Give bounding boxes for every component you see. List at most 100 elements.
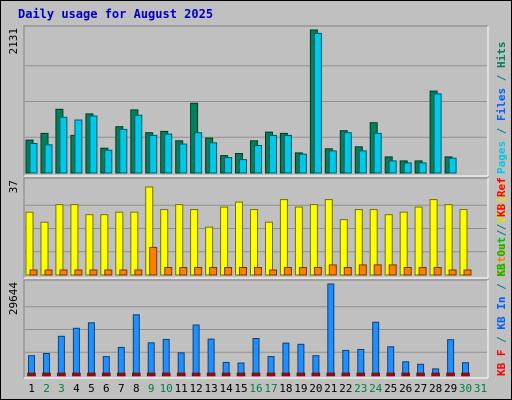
legend-item: /	[495, 330, 508, 350]
legend-item: KB In	[495, 297, 508, 330]
bar-kbf-day-12	[191, 372, 201, 377]
legend-kb: KB F / KB In / KB Out / KB Ref	[495, 177, 508, 376]
bar-kb-kbin-day-6	[102, 356, 110, 376]
bar-hits-files-pages-pages-day-10	[164, 133, 173, 174]
bar-hits-files-pages-pages-day-25	[388, 160, 397, 174]
panel-kb	[23, 279, 489, 379]
bar-kb-kbin-day-22	[342, 349, 350, 376]
bar-hits-files-pages-pages-day-28	[433, 93, 442, 174]
legend-item: Pages	[495, 141, 508, 174]
bar-hits-files-pages-pages-day-6	[104, 149, 113, 174]
day-label-25: 25	[384, 382, 397, 395]
bar-visits-sites-sites-day-2	[44, 269, 53, 276]
bar-hits-files-pages-pages-day-2	[44, 144, 53, 174]
day-label-28: 28	[429, 382, 442, 395]
bar-kbf-day-30	[461, 372, 470, 377]
bar-visits-sites-sites-day-21	[328, 264, 337, 276]
bar-kb-kbin-day-12	[192, 324, 200, 376]
bar-kbf-day-23	[356, 372, 366, 377]
bar-visits-sites-sites-day-29	[448, 269, 457, 276]
bar-visits-sites-visits-day-16	[250, 209, 258, 276]
bar-hits-files-pages-pages-day-15	[239, 159, 247, 174]
bar-visits-sites-sites-day-1	[29, 269, 38, 276]
bar-visits-sites-visits-day-21	[324, 199, 333, 276]
bar-kb-kbin-day-5	[87, 322, 95, 376]
bar-kbf-day-15	[236, 372, 246, 377]
bar-visits-sites-sites-day-25	[388, 264, 397, 276]
bar-visits-sites-visits-day-26	[399, 211, 408, 276]
bar-visits-sites-visits-day-27	[414, 206, 423, 276]
bar-kbf-day-24	[371, 372, 380, 377]
bar-visits-sites-visits-day-19	[294, 206, 303, 276]
day-label-4: 4	[73, 382, 80, 395]
bar-hits-files-pages-pages-day-8	[134, 114, 143, 174]
bar-visits-sites-visits-day-22	[339, 219, 348, 276]
legend-item: /	[495, 121, 508, 141]
day-label-10: 10	[160, 382, 173, 395]
bar-visits-sites-visits-day-1	[25, 211, 34, 276]
day-label-8: 8	[133, 382, 140, 395]
bar-visits-sites-sites-day-14	[224, 267, 233, 276]
bar-kbf-day-26	[401, 372, 410, 377]
bar-visits-sites-sites-day-16	[254, 267, 262, 276]
bar-visits-sites-visits-day-18	[279, 199, 288, 276]
legend-item: KB F	[495, 350, 508, 377]
bar-hits-files-pages-pages-day-17	[269, 134, 277, 174]
bar-visits-sites-sites-day-20	[313, 267, 322, 276]
bar-visits-sites-sites-day-6	[104, 269, 113, 276]
bar-hits-files-pages-pages-day-3	[59, 116, 68, 174]
bar-hits-files-pages-pages-day-19	[298, 153, 307, 174]
bar-kb-kbin-day-21	[327, 283, 335, 376]
bar-hits-files-pages-pages-day-9	[149, 134, 158, 174]
day-label-24: 24	[369, 382, 383, 395]
bar-kbf-day-19	[296, 372, 306, 377]
bar-visits-sites-sites-day-11	[179, 267, 188, 276]
day-label-2: 2	[43, 382, 50, 395]
bar-kbf-day-28	[431, 372, 440, 377]
bar-kb-kbin-day-4	[72, 327, 80, 376]
legend-item: KB Ref	[495, 177, 508, 217]
bar-visits-sites-sites-day-18	[283, 267, 292, 276]
bar-hits-files-pages-pages-day-21	[328, 150, 337, 174]
bar-hits-files-pages-pages-day-13	[209, 142, 218, 174]
bar-visits-sites-visits-day-17	[265, 221, 273, 276]
day-label-23: 23	[354, 382, 367, 395]
bar-kbf-day-9	[146, 372, 156, 377]
day-label-12: 12	[189, 382, 202, 395]
day-label-27: 27	[414, 382, 427, 395]
day-label-29: 29	[444, 382, 457, 395]
bar-kbf-day-22	[341, 372, 351, 377]
bar-visits-sites-visits-day-6	[100, 214, 109, 276]
chart-title: Daily usage for August 2025	[18, 7, 213, 21]
bar-visits-sites-sites-day-5	[89, 269, 98, 276]
day-label-30: 30	[459, 382, 472, 395]
bar-visits-sites-sites-day-9	[149, 246, 158, 276]
bar-visits-sites-sites-day-30	[463, 269, 472, 276]
bar-kbf-day-5	[87, 372, 96, 377]
bar-kbf-day-3	[57, 372, 66, 377]
max-label-kb: 29644	[7, 282, 20, 315]
bar-hits-files-pages-pages-day-12	[194, 132, 203, 174]
day-label-17: 17	[264, 382, 277, 395]
day-label-9: 9	[148, 382, 155, 395]
legend-item: Files	[495, 88, 508, 121]
bar-visits-sites-sites-day-19	[298, 267, 307, 276]
bar-kbf-day-8	[132, 372, 141, 377]
bar-visits-sites-sites-day-22	[343, 267, 352, 276]
day-label-13: 13	[204, 382, 217, 395]
bar-kbf-day-25	[386, 372, 395, 377]
bar-visits-sites-sites-day-7	[119, 269, 128, 276]
bar-kb-kbin-day-2	[43, 353, 50, 376]
bar-kb-kbin-day-24	[372, 321, 380, 376]
bar-visits-sites-visits-day-5	[85, 214, 94, 276]
bar-visits-sites-visits-day-30	[459, 209, 468, 276]
bar-visits-sites-visits-day-10	[160, 209, 169, 276]
day-label-31: 31	[474, 382, 487, 395]
legend-item: /	[495, 217, 508, 237]
panel-max-labels: 2131 37 29644	[7, 28, 20, 315]
bar-visits-sites-sites-day-12	[194, 267, 203, 276]
bar-kb-kbin-day-10	[162, 338, 170, 376]
bar-kb-kbin-day-18	[282, 342, 290, 376]
bar-kb-kbin-day-25	[387, 346, 395, 376]
bar-kbf-day-6	[102, 372, 111, 377]
